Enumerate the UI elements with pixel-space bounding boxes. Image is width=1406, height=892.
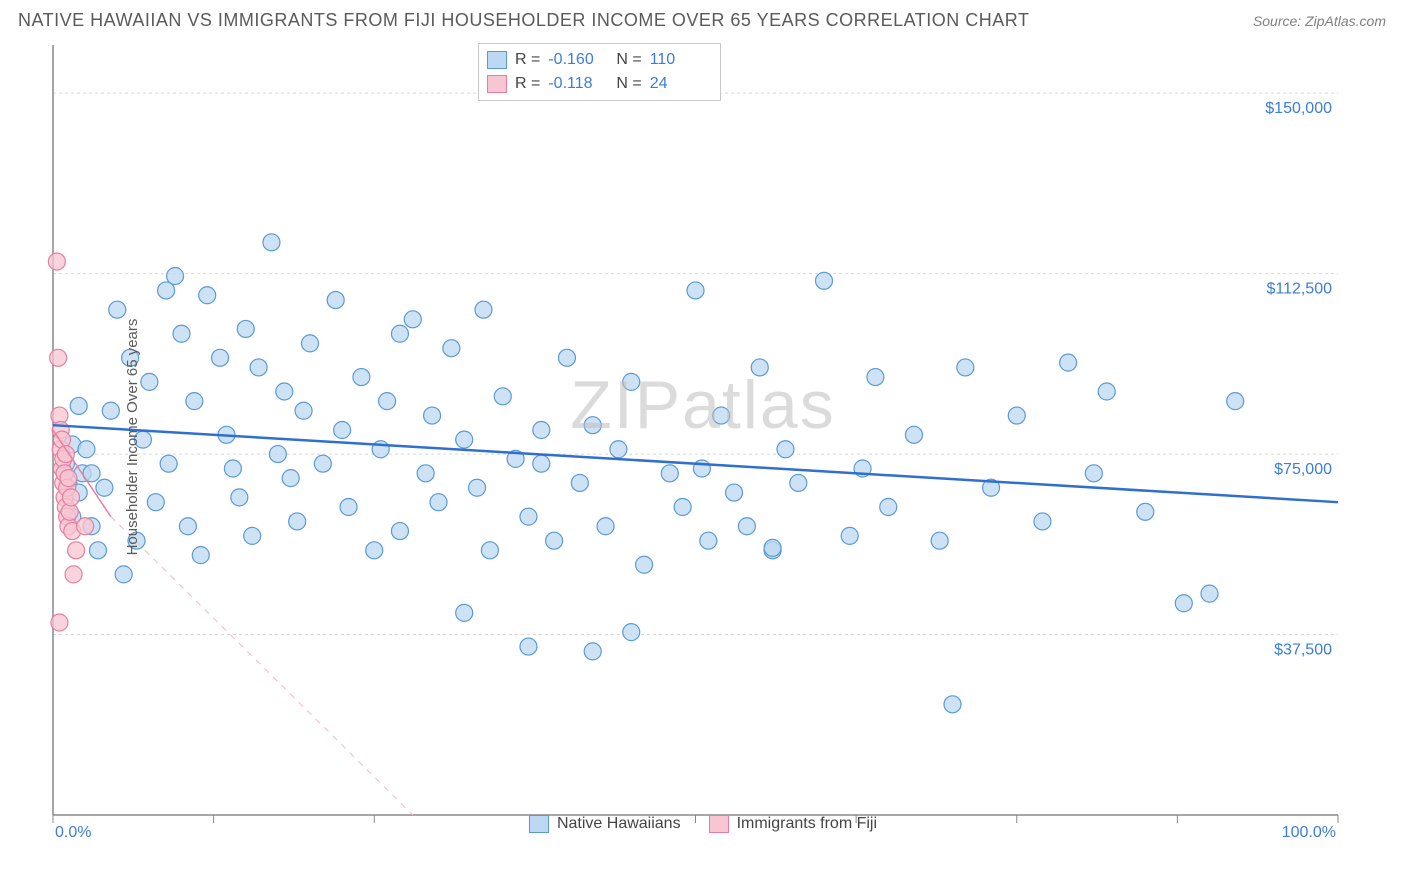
stat-R-blue: -0.160 <box>548 48 608 72</box>
stat-N-label-2: N = <box>616 72 641 96</box>
legend-swatch-blue-icon <box>529 815 549 833</box>
swatch-blue-icon <box>487 51 507 69</box>
stat-N-blue: 110 <box>650 48 710 72</box>
legend-label-blue: Native Hawaiians <box>557 815 681 833</box>
svg-text:$75,000: $75,000 <box>1274 461 1332 478</box>
stats-row-blue: R = -0.160 N = 110 <box>487 48 710 72</box>
stat-R-pink: -0.118 <box>548 72 608 96</box>
legend-item-blue: Native Hawaiians <box>529 815 681 833</box>
stat-N-pink: 24 <box>650 72 710 96</box>
legend-item-pink: Immigrants from Fiji <box>709 815 877 833</box>
svg-text:$112,500: $112,500 <box>1266 281 1332 298</box>
legend-label-pink: Immigrants from Fiji <box>737 815 877 833</box>
svg-text:0.0%: 0.0% <box>55 824 91 837</box>
chart-title: NATIVE HAWAIIAN VS IMMIGRANTS FROM FIJI … <box>18 10 1029 31</box>
stat-R-label: R = <box>515 48 540 72</box>
scatter-plot-svg: $37,500 $75,000 $112,500 $150,000 0.0% 100.0% <box>18 37 1358 837</box>
stat-R-label-2: R = <box>515 72 540 96</box>
y-axis-label: Householder Income Over 65 years <box>124 319 141 556</box>
title-bar: NATIVE HAWAIIAN VS IMMIGRANTS FROM FIJI … <box>0 0 1406 37</box>
chart-area: Householder Income Over 65 years ZIPatla… <box>18 37 1388 837</box>
legend-swatch-pink-icon <box>709 815 729 833</box>
svg-text:$150,000: $150,000 <box>1265 100 1332 117</box>
source-label: Source: ZipAtlas.com <box>1253 13 1386 29</box>
correlation-stats-box: R = -0.160 N = 110 R = -0.118 N = 24 <box>478 43 721 101</box>
svg-text:$37,500: $37,500 <box>1274 642 1332 659</box>
stat-N-label: N = <box>616 48 641 72</box>
stats-row-pink: R = -0.118 N = 24 <box>487 72 710 96</box>
legend-bottom: Native Hawaiians Immigrants from Fiji <box>529 815 877 833</box>
swatch-pink-icon <box>487 75 507 93</box>
svg-text:100.0%: 100.0% <box>1282 824 1336 837</box>
